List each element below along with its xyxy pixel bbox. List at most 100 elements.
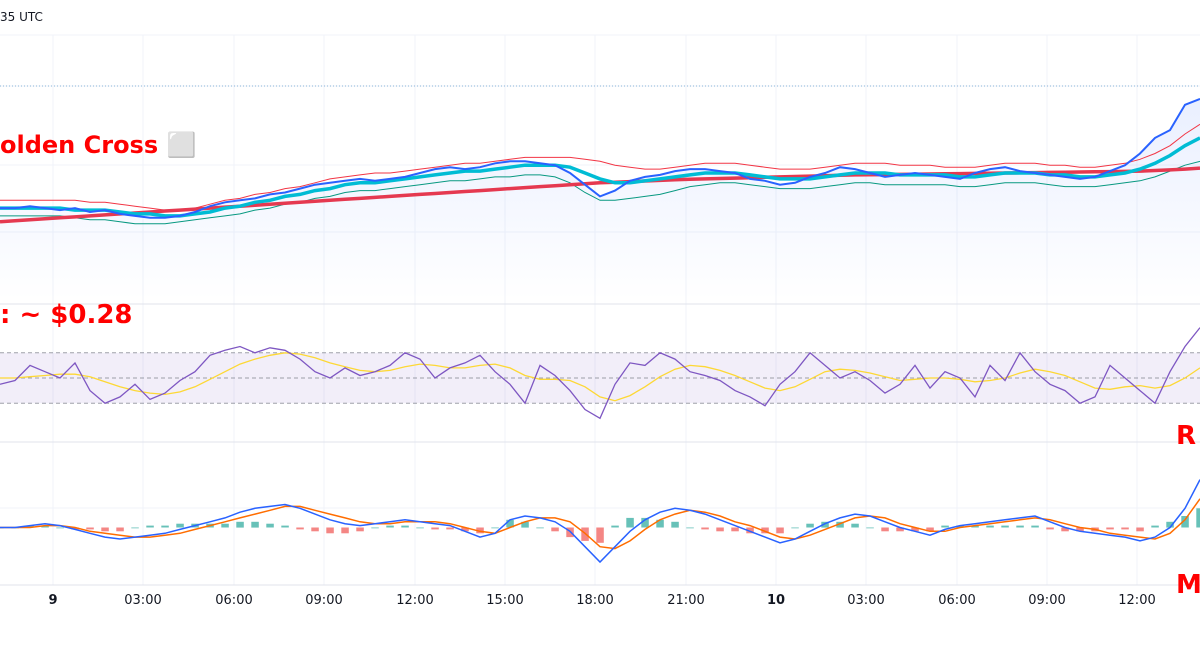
macd-hist-bar (281, 525, 289, 528)
rsi-annotation: R (1176, 421, 1197, 451)
x-tick-label: 12:00 (396, 593, 433, 608)
macd-hist-bar (1061, 527, 1069, 532)
x-tick-label: 10 (767, 593, 785, 608)
macd-hist-bar (1121, 527, 1129, 530)
macd-hist-bar (866, 527, 874, 529)
macd-hist-bar (1196, 508, 1200, 528)
macd-hist-bar (821, 521, 829, 528)
price-area-fill (0, 98, 1200, 301)
bollinger-upper-line (0, 123, 1200, 211)
macd-hist-bar (536, 527, 544, 529)
macd-hist-bar (956, 525, 964, 528)
macd-hist-bar (776, 527, 784, 534)
price-line (0, 97, 1200, 219)
macd-hist-bar (71, 527, 79, 530)
macd-hist-bar (101, 527, 109, 532)
macd-hist-bar (701, 527, 709, 530)
macd-hist-bar (221, 523, 229, 528)
macd-signal-line (0, 498, 1200, 550)
macd-hist-bar (311, 527, 319, 532)
macd-hist-bar (836, 521, 844, 528)
rsi-ma-line (0, 352, 1200, 402)
macd-hist-bar (1136, 527, 1144, 532)
macd-hist-bar (326, 527, 334, 534)
x-tick-label: 21:00 (667, 593, 704, 608)
macd-hist-bar (506, 519, 514, 528)
macd-hist-bar (476, 527, 484, 534)
macd-hist-bar (626, 517, 634, 528)
macd-hist-bar (1106, 527, 1114, 530)
panel-borders (0, 85, 1200, 586)
macd-hist-bar (551, 527, 559, 532)
macd-hist-bar (1166, 521, 1174, 528)
macd-hist-bar (461, 527, 469, 532)
macd-line (0, 479, 1200, 564)
macd-hist-bar (596, 527, 604, 543)
macd-hist-bar (911, 527, 919, 532)
macd-hist-bar (446, 527, 454, 530)
macd-hist-bar (116, 527, 124, 532)
macd-hist-bar (971, 525, 979, 528)
rsi-line (0, 327, 1200, 420)
macd-hist-bar (41, 525, 49, 528)
macd-hist-bar (926, 527, 934, 532)
macd-hist-bar (431, 527, 439, 530)
rsi-band-fill (0, 352, 1200, 404)
x-tick-label: 15:00 (486, 593, 523, 608)
macd-hist-bar (851, 523, 859, 528)
macd-hist-bar (656, 519, 664, 528)
macd-hist-bar (1031, 525, 1039, 528)
x-tick-label: 18:00 (576, 593, 613, 608)
macd-hist-bar (176, 523, 184, 528)
price-panel (0, 97, 1200, 301)
x-tick-label: 03:00 (124, 593, 161, 608)
x-tick-label: 09:00 (305, 593, 342, 608)
macd-hist-bar (161, 525, 169, 528)
macd-hist-bar (641, 517, 649, 528)
macd-hist-bar (611, 525, 619, 528)
macd-hist-bar (1016, 525, 1024, 528)
macd-hist-bar (341, 527, 349, 534)
macd-hist-bar (881, 527, 889, 532)
macd-hist-bar (146, 525, 154, 528)
ma-fast-line (0, 136, 1200, 218)
macd-panel (0, 479, 1200, 564)
x-tick-label: 06:00 (215, 593, 252, 608)
macd-hist-bar (26, 525, 34, 528)
macd-hist-bar (266, 523, 274, 528)
macd-hist-bar (1076, 527, 1084, 532)
macd-hist-bar (806, 523, 814, 528)
macd-hist-bar (416, 527, 424, 529)
macd-hist-bar (356, 527, 364, 532)
macd-hist-bar (296, 527, 304, 530)
macd-hist-bar (521, 521, 529, 528)
x-axis: 9 03:00 06:00 09:00 12:00 15:00 18:00 21:00 10 03… (48, 593, 1155, 608)
grid-layer (0, 34, 1200, 585)
macd-hist-bar (941, 525, 949, 528)
macd-hist-bar (746, 527, 754, 534)
macd-hist-bar (56, 527, 64, 529)
macd-hist-bar (86, 527, 94, 530)
macd-hist-bar (401, 525, 409, 528)
timestamp-label: 35 UTC (0, 10, 43, 24)
macd-hist-bar (731, 527, 739, 532)
macd-hist-bar (1046, 527, 1054, 530)
price-target-annotation: : ~ $0.28 (0, 300, 133, 330)
x-tick-label: 9 (48, 593, 57, 608)
macd-hist-bar (386, 525, 394, 528)
macd-hist-bar (251, 521, 259, 528)
macd-hist-bar (761, 527, 769, 534)
macd-hist-bar (1181, 516, 1189, 528)
macd-hist-bar (491, 527, 499, 529)
macd-hist-bar (716, 527, 724, 532)
macd-annotation: M (1176, 570, 1200, 600)
macd-hist-bar (986, 525, 994, 528)
x-tick-label: 06:00 (938, 593, 975, 608)
macd-hist-bar (686, 527, 694, 529)
macd-hist-bar (1151, 525, 1159, 528)
x-tick-label: 12:00 (1118, 593, 1155, 608)
x-tick-label: 09:00 (1028, 593, 1065, 608)
macd-hist-bar (1001, 525, 1009, 528)
